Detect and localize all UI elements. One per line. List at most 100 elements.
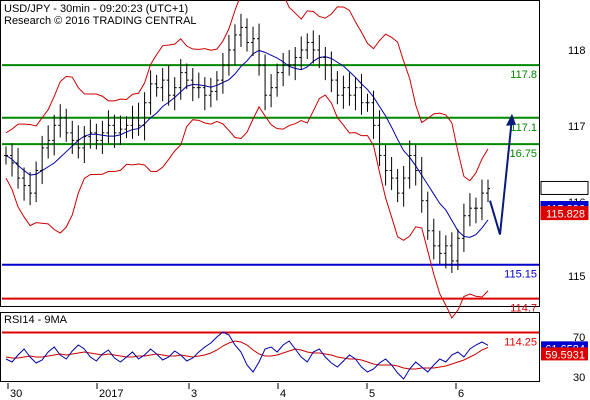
price-bar [395, 169, 400, 203]
price-bar [190, 68, 195, 102]
price-bar [293, 46, 298, 81]
price-bar [257, 23, 262, 76]
price-bar [371, 90, 376, 139]
price-bar [419, 156, 424, 213]
price-bar [22, 167, 27, 201]
price-bar [335, 71, 340, 105]
price-bar [263, 54, 268, 111]
price-bar [449, 232, 454, 273]
price-bar [287, 50, 292, 76]
chart-header-line2: Research © 2016 TRADING CENTRAL [4, 15, 197, 27]
y-tick-118: 118 [568, 45, 586, 57]
price-bar [160, 68, 165, 102]
rsi-line [5, 331, 489, 380]
price-bar [425, 191, 430, 240]
price-bar [172, 77, 177, 111]
price-bar [407, 140, 412, 189]
price-bar [70, 120, 75, 154]
price-bar [329, 51, 334, 93]
price-bar [359, 74, 364, 115]
x-tick-5: 5 [369, 388, 375, 400]
price-bar [82, 126, 87, 163]
price-bar [124, 116, 129, 139]
price-tag-0 [540, 180, 589, 195]
price-bar [437, 230, 442, 264]
price-bar [64, 108, 69, 142]
y-tick-117: 117 [568, 121, 586, 133]
projection-arrow-line [489, 117, 513, 235]
level-label-4: 114.7 [510, 303, 537, 315]
price-bar [40, 135, 45, 185]
price-bar [58, 104, 63, 138]
price-bar [28, 172, 33, 206]
price-bar [311, 30, 316, 64]
bollinger-lower [5, 94, 489, 319]
price-bar [88, 119, 93, 149]
price-bar [401, 166, 406, 207]
price-bar [389, 156, 394, 191]
rsi-panel-frame [0, 312, 540, 382]
price-tag-text-0: 116.162 [546, 183, 585, 195]
level-label-0: 117.8 [510, 69, 537, 81]
price-bar [251, 26, 256, 57]
x-axis: 30 2017 3 4 5 6 [7, 383, 464, 400]
price-bar [486, 179, 490, 203]
price-bar [377, 110, 382, 167]
price-bar [269, 74, 274, 108]
rsi-tick-70: 70 [573, 332, 585, 344]
price-bar [275, 63, 280, 97]
x-tick-30: 30 [10, 388, 22, 400]
price-bar [220, 53, 225, 94]
price-bar [299, 36, 304, 70]
price-bar [473, 197, 478, 224]
bollinger-upper [5, 0, 489, 182]
projection-arrow-head [506, 113, 516, 126]
price-bar [202, 77, 207, 111]
rsi-title: RSI14 - 9MA [4, 314, 68, 326]
price-bar [154, 74, 159, 97]
price-bar [317, 34, 322, 69]
price-bar [148, 70, 153, 115]
price-bar [100, 120, 105, 154]
price-bar [214, 71, 219, 101]
price-bar [4, 146, 8, 165]
price-bar [184, 63, 189, 90]
price-bar [461, 203, 466, 252]
price-bar [52, 114, 57, 156]
price-bar [118, 115, 123, 145]
price-tag-2 [540, 206, 589, 221]
price-bar [341, 75, 346, 109]
chart-header-line1: USD/JPY - 30min - 09:20:23 (UTC+1) [4, 3, 188, 15]
price-bar [305, 33, 310, 60]
price-bar [112, 114, 117, 148]
price-bar [443, 235, 448, 269]
price-bar [245, 18, 249, 52]
price-bar [323, 46, 328, 81]
level-label-3: 115.15 [504, 269, 537, 281]
price-bar [226, 34, 231, 76]
price-bar [431, 218, 436, 260]
price-bar [281, 53, 286, 87]
price-bar [178, 59, 183, 100]
price-bar [166, 65, 171, 106]
price-bar [353, 77, 358, 111]
price-bar [208, 77, 213, 108]
price-bar [34, 161, 39, 203]
price-tag-text-2: 115.828 [546, 209, 585, 221]
price-bar [16, 147, 21, 189]
rsi-tick-30: 30 [573, 372, 585, 384]
price-bar [76, 125, 81, 159]
price-bar [413, 144, 418, 186]
price-bar [232, 24, 237, 66]
moving-average-line [5, 49, 489, 238]
price-bar [46, 125, 51, 159]
price-bar [136, 102, 141, 136]
rsi-tag-1 [541, 347, 588, 361]
level-label-5: 114.25 [504, 336, 537, 348]
price-bar [383, 144, 388, 186]
price-bar [467, 193, 472, 227]
price-bar [142, 92, 147, 141]
level-label-1: 117.1 [510, 122, 537, 134]
